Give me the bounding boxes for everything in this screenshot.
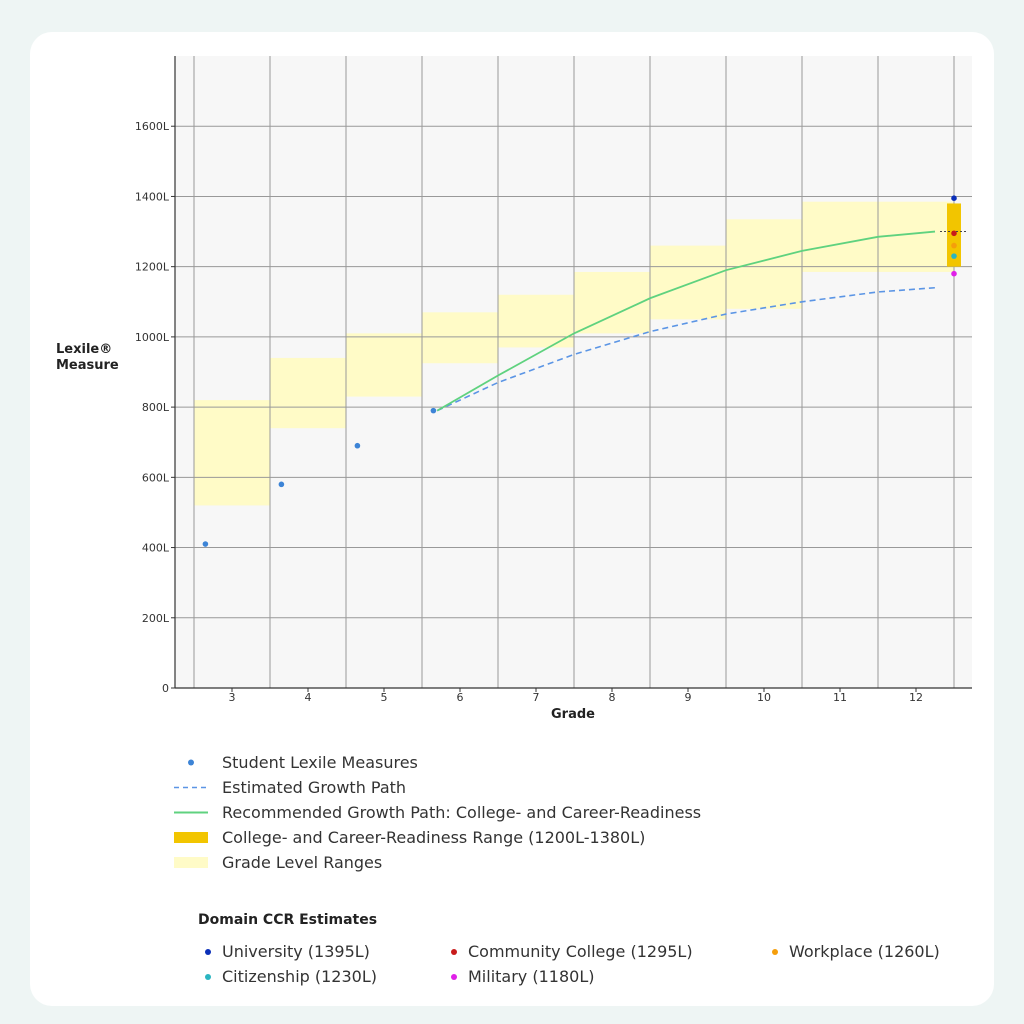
domain-estimate-point-military	[951, 270, 957, 277]
x-tick-label: 4	[305, 691, 312, 704]
legend-label-grade-range: Grade Level Ranges	[222, 853, 383, 872]
y-tick-label: 400L	[142, 542, 170, 555]
domain-label-university: University (1395L)	[222, 942, 370, 961]
x-tick-label: 7	[533, 691, 540, 704]
y-axis-label: Lexile® Measure	[56, 342, 119, 373]
grade-range-bar-4	[270, 357, 346, 429]
student-measure-point-1	[202, 541, 209, 547]
grade-range-bar-8	[574, 271, 650, 334]
domain-label-community-college: Community College (1295L)	[468, 942, 693, 961]
military-dot-icon	[451, 974, 457, 980]
student-measure-marker-icon	[188, 759, 194, 766]
domain-item-citizenship: Citizenship (1230L)	[188, 966, 377, 988]
grade-range-bar-6	[422, 312, 498, 364]
recommended-path-line-icon	[174, 811, 208, 814]
domain-estimate-point-workplace	[951, 242, 957, 249]
x-tick-label: 3	[229, 691, 236, 704]
domain-label-citizenship: Citizenship (1230L)	[222, 967, 377, 986]
legend-item-recommended: Recommended Growth Path: College- and Ca…	[172, 800, 701, 825]
domain-estimate-point-citizenship	[951, 253, 957, 259]
grade-range-bar-5	[346, 333, 422, 397]
domain-estimate-point-university	[951, 195, 957, 201]
domain-label-workplace: Workplace (1260L)	[789, 942, 940, 961]
legend-label-estimated: Estimated Growth Path	[222, 778, 407, 797]
grade-range-bar-10	[726, 219, 802, 309]
legend-item-grade-range: Grade Level Ranges	[172, 850, 701, 875]
y-tick-label: 1400L	[135, 190, 170, 203]
domain-legend-title: Domain CCR Estimates	[198, 912, 378, 928]
legend-label-student: Student Lexile Measures	[222, 753, 418, 772]
student-measure-point-4	[430, 407, 437, 414]
x-axis-label: Grade	[551, 707, 595, 722]
grade-range-bar-11	[802, 201, 878, 272]
domain-item-workplace: Workplace (1260L)	[755, 941, 940, 963]
domain-item-community-college: Community College (1295L)	[434, 941, 693, 963]
grade-range-bar-9	[650, 245, 726, 320]
x-tick-label: 10	[757, 691, 771, 704]
y-tick-label: 600L	[142, 471, 170, 484]
x-tick-label: 5	[381, 691, 388, 704]
domain-estimate-point-community-college	[951, 230, 957, 237]
y-tick-label: 1600L	[135, 120, 170, 133]
legend-item-estimated: Estimated Growth Path	[172, 775, 701, 800]
domain-item-university: University (1395L)	[188, 941, 370, 963]
x-tick-label: 12	[909, 691, 923, 704]
x-tick-label: 6	[457, 691, 464, 704]
ccr-range-swatch-icon	[174, 832, 208, 843]
grade-range-bar-12	[878, 201, 954, 272]
estimated-growth-path-line	[436, 286, 936, 412]
student-measure-point-2	[278, 481, 285, 488]
legend-item-ccr: College- and Career-Readiness Range (120…	[172, 825, 701, 850]
y-tick-label: 1000L	[135, 331, 170, 344]
y-tick-label: 1200L	[135, 261, 170, 274]
legend-label-recommended: Recommended Growth Path: College- and Ca…	[222, 803, 702, 822]
recommended-growth-path-line	[436, 230, 936, 412]
citizenship-dot-icon	[205, 974, 211, 980]
chart-legend: Student Lexile Measures Estimated Growth…	[172, 750, 701, 875]
grade-range-bar-3	[194, 400, 270, 506]
x-tick-label: 11	[833, 691, 847, 704]
legend-label-ccr: College- and Career-Readiness Range (120…	[222, 828, 646, 847]
domain-label-military: Military (1180L)	[468, 967, 595, 986]
domain-item-military: Military (1180L)	[434, 966, 594, 988]
estimated-path-line-icon	[174, 786, 208, 789]
community-college-dot-icon	[451, 949, 457, 955]
workplace-dot-icon	[772, 949, 778, 955]
university-dot-icon	[205, 949, 211, 955]
grade-range-swatch-icon	[174, 857, 208, 868]
y-tick-label: 200L	[142, 612, 170, 625]
grade-range-bar-7	[498, 294, 574, 348]
y-tick-label: 0	[162, 682, 169, 695]
y-axis-label-line: Measure	[56, 358, 119, 373]
x-tick-label: 8	[609, 691, 616, 704]
y-tick-label: 800L	[142, 401, 170, 414]
student-measure-point-3	[354, 442, 361, 449]
legend-item-student: Student Lexile Measures	[172, 750, 701, 775]
x-tick-label: 9	[685, 691, 692, 704]
y-axis-label-line: Lexile®	[56, 342, 112, 357]
